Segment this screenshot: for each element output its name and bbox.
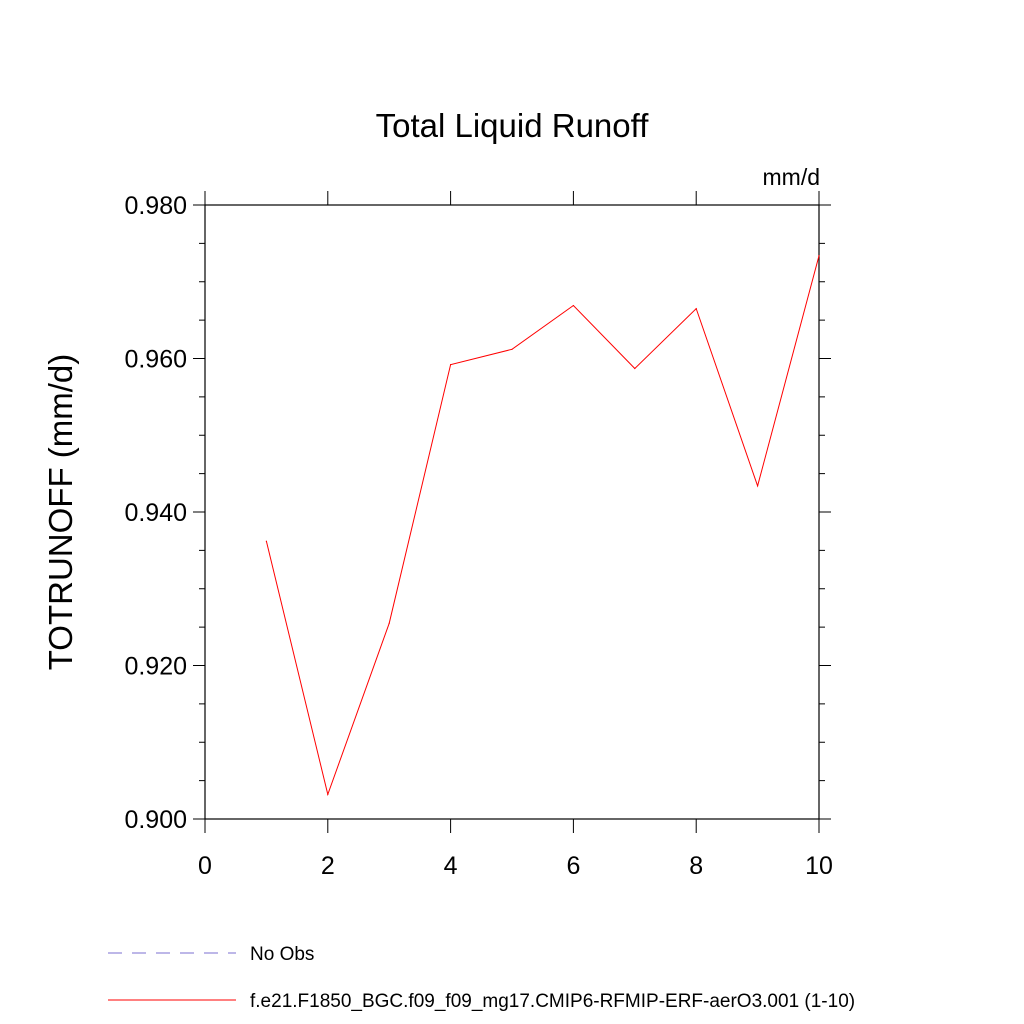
x-tick-label: 0 bbox=[198, 852, 212, 880]
series-layer bbox=[265, 255, 820, 797]
x-tick-label: 10 bbox=[805, 852, 833, 880]
x-tick-label: 2 bbox=[321, 852, 335, 880]
data-point bbox=[634, 367, 636, 370]
y-tick-label: 0.920 bbox=[124, 653, 187, 681]
data-point bbox=[450, 364, 452, 366]
y-tick-label: 0.940 bbox=[124, 499, 187, 527]
y-tick-label: 0.960 bbox=[124, 346, 187, 374]
plot-frame bbox=[204, 204, 820, 820]
chart-title: Total Liquid Runoff bbox=[376, 107, 650, 144]
legend-label-series: f.e21.F1850_BGC.f09_f09_mg17.CMIP6-RFMIP… bbox=[250, 991, 855, 1012]
y-axis-label: TOTRUNOFF (mm/d) bbox=[42, 354, 79, 671]
data-point bbox=[388, 622, 390, 624]
y-axis-ticks: 0.900 0.920 0.940 0.960 0.980 bbox=[124, 192, 831, 834]
x-axis-ticks: 0 2 4 6 8 10 bbox=[198, 191, 833, 880]
data-point bbox=[757, 485, 759, 487]
legend-label-no-obs: No Obs bbox=[250, 944, 314, 965]
data-point bbox=[572, 304, 575, 307]
legend: No Obs f.e21.F1850_BGC.f09_f09_mg17.CMIP… bbox=[108, 944, 855, 1012]
data-point bbox=[695, 308, 697, 310]
data-point bbox=[511, 348, 513, 350]
y-tick-label: 0.980 bbox=[124, 192, 187, 220]
y-tick-label: 0.900 bbox=[124, 806, 187, 834]
data-point bbox=[265, 540, 267, 542]
x-tick-label: 4 bbox=[444, 852, 458, 880]
units-label: mm/d bbox=[763, 164, 821, 190]
x-tick-label: 8 bbox=[689, 852, 703, 880]
x-tick-label: 6 bbox=[566, 852, 580, 880]
series-line bbox=[265, 255, 820, 797]
data-point bbox=[818, 255, 820, 257]
data-point bbox=[327, 793, 329, 796]
